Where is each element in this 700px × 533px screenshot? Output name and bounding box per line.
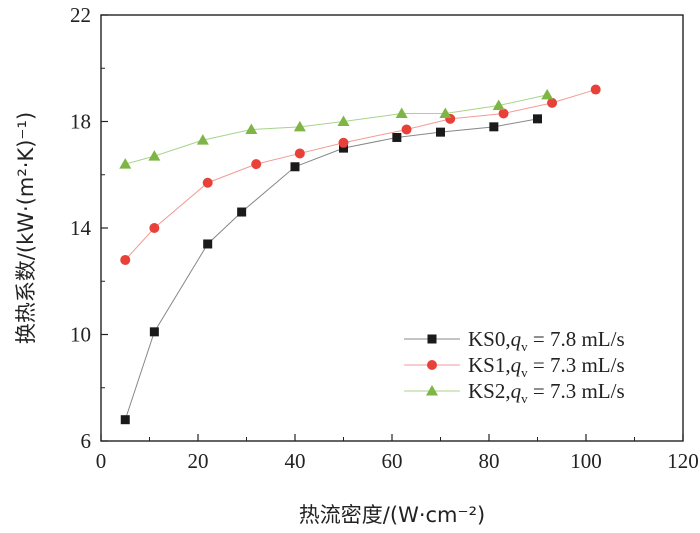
x-tick-label: 60 [382, 449, 403, 473]
data-point-s0-5 [339, 143, 348, 153]
data-point-s0-4 [290, 162, 300, 172]
data-point-s0-6 [392, 132, 402, 142]
data-point-s2-7 [439, 107, 452, 119]
data-point-s2-1 [148, 150, 161, 161]
data-point-s2-9 [541, 88, 554, 100]
data-point-s2-6 [395, 107, 408, 119]
y-tick-label: 18 [70, 110, 91, 134]
data-point-s1-0 [120, 254, 131, 265]
legend-marker-2 [426, 385, 438, 396]
x-tick-label: 40 [285, 449, 306, 473]
data-point-s1-5 [338, 137, 349, 148]
y-tick-label: 14 [70, 216, 92, 240]
series-line-2 [125, 94, 548, 165]
data-point-s2-5 [337, 115, 350, 126]
data-point-s2-2 [196, 134, 209, 145]
data-point-s0-0 [120, 415, 130, 425]
data-point-s1-6 [401, 124, 412, 135]
legend-marker-1 [427, 360, 437, 370]
data-point-s1-9 [547, 97, 558, 108]
legend-label-0: KS0,qv = 7.8 mL/s [468, 327, 625, 354]
y-tick-label: 10 [70, 323, 91, 347]
y-tick-label: 22 [70, 3, 91, 27]
plot-frame [100, 14, 684, 442]
x-tick-label: 80 [479, 449, 500, 473]
data-point-s1-2 [202, 177, 213, 188]
data-point-s1-3 [251, 159, 262, 170]
series-line-0 [124, 118, 538, 420]
x-tick-label: 20 [188, 449, 209, 473]
y-tick-label: 6 [81, 429, 92, 453]
data-point-s1-10 [590, 84, 601, 95]
legend-label-1: KS1,qv = 7.3 mL/s [468, 353, 625, 380]
data-point-s0-3 [237, 207, 247, 217]
x-tick-label: 0 [96, 449, 107, 473]
data-point-s2-3 [245, 123, 258, 134]
legend-marker-0 [427, 334, 437, 344]
x-axis-title: 热流密度/(W·cm⁻²) [299, 503, 485, 527]
data-point-s0-9 [533, 114, 542, 124]
x-tick-label: 120 [667, 449, 699, 473]
data-point-s0-2 [203, 239, 213, 249]
data-point-s1-4 [294, 148, 305, 159]
legend-label-2: KS2,qv = 7.3 mL/s [468, 379, 625, 406]
data-point-s0-7 [436, 127, 445, 137]
data-point-s0-1 [149, 327, 159, 337]
series-line-1 [124, 89, 596, 261]
data-point-s2-0 [119, 158, 132, 169]
series-markers [119, 84, 601, 425]
data-point-s2-4 [293, 120, 306, 132]
data-point-s0-8 [489, 122, 499, 132]
data-point-s1-8 [498, 108, 509, 119]
axis-ticks: 0 20 40 60 80 100 120 6 10 14 18 22 [70, 3, 699, 473]
data-point-s2-8 [492, 99, 505, 111]
y-axis-title: 换热系数/(kW·(m²·K)⁻¹) [14, 112, 38, 344]
x-tick-label: 100 [570, 449, 602, 473]
data-point-s1-1 [149, 223, 160, 233]
